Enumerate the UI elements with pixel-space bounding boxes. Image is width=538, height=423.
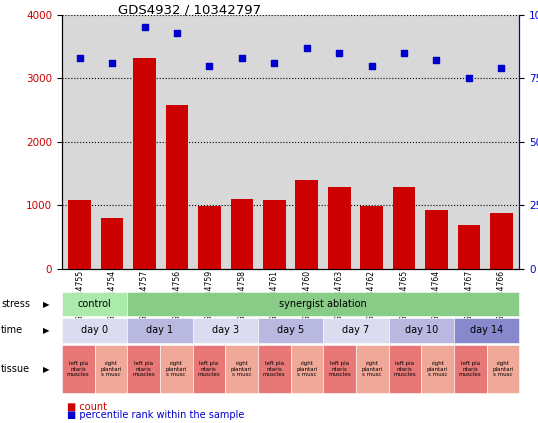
Point [335,49,343,56]
Bar [457,225,480,269]
Point [108,60,116,66]
Text: GDS4932 / 10342797: GDS4932 / 10342797 [118,3,261,16]
Text: right
plantari
s musc: right plantari s musc [166,361,187,377]
Text: day 0: day 0 [81,325,108,335]
Point [432,57,441,64]
Text: right
plantari
s musc: right plantari s musc [362,361,383,377]
Text: left pla
ntaris
muscles: left pla ntaris muscles [67,361,89,377]
Bar [490,213,513,269]
Point [75,55,84,61]
Text: time: time [1,325,23,335]
Text: day 1: day 1 [146,325,173,335]
Point [173,29,181,36]
Bar [360,206,383,269]
Point [465,75,473,82]
Bar [425,210,448,269]
Point [238,55,246,61]
Text: left pla
ntaris
muscles: left pla ntaris muscles [263,361,286,377]
Text: ▶: ▶ [43,365,49,374]
Point [302,44,311,51]
Bar [68,200,91,269]
Text: right
plantari
s musc: right plantari s musc [100,361,122,377]
Text: stress: stress [1,299,30,309]
Text: left pla
ntaris
muscles: left pla ntaris muscles [459,361,482,377]
Text: left pla
ntaris
muscles: left pla ntaris muscles [132,361,155,377]
Text: right
plantari
s musc: right plantari s musc [296,361,317,377]
Text: right
plantari
s musc: right plantari s musc [231,361,252,377]
Text: left pla
ntaris
muscles: left pla ntaris muscles [393,361,416,377]
Point [270,60,279,66]
Point [205,62,214,69]
Text: control: control [77,299,111,309]
Text: ■ count: ■ count [67,402,107,412]
Point [367,62,376,69]
Bar [393,187,415,269]
Bar [263,200,286,269]
Point [140,24,149,31]
Bar [230,199,253,269]
Point [497,65,506,71]
Bar [101,218,124,269]
Bar [133,58,156,269]
Text: left pla
ntaris
muscles: left pla ntaris muscles [328,361,351,377]
Text: left pla
ntaris
muscles: left pla ntaris muscles [197,361,220,377]
Text: day 3: day 3 [211,325,239,335]
Point [400,49,408,56]
Text: day 14: day 14 [470,325,503,335]
Text: ▶: ▶ [43,299,49,309]
Bar [295,180,318,269]
Text: right
plantari
s musc: right plantari s musc [492,361,514,377]
Text: tissue: tissue [1,364,30,374]
Text: right
plantari
s musc: right plantari s musc [427,361,448,377]
Bar [328,187,351,269]
Text: ■ percentile rank within the sample: ■ percentile rank within the sample [67,409,245,420]
Text: day 7: day 7 [342,325,370,335]
Text: synergist ablation: synergist ablation [279,299,367,309]
Text: day 5: day 5 [277,325,304,335]
Bar [198,206,221,269]
Text: ▶: ▶ [43,326,49,335]
Text: day 10: day 10 [405,325,438,335]
Bar [166,105,188,269]
